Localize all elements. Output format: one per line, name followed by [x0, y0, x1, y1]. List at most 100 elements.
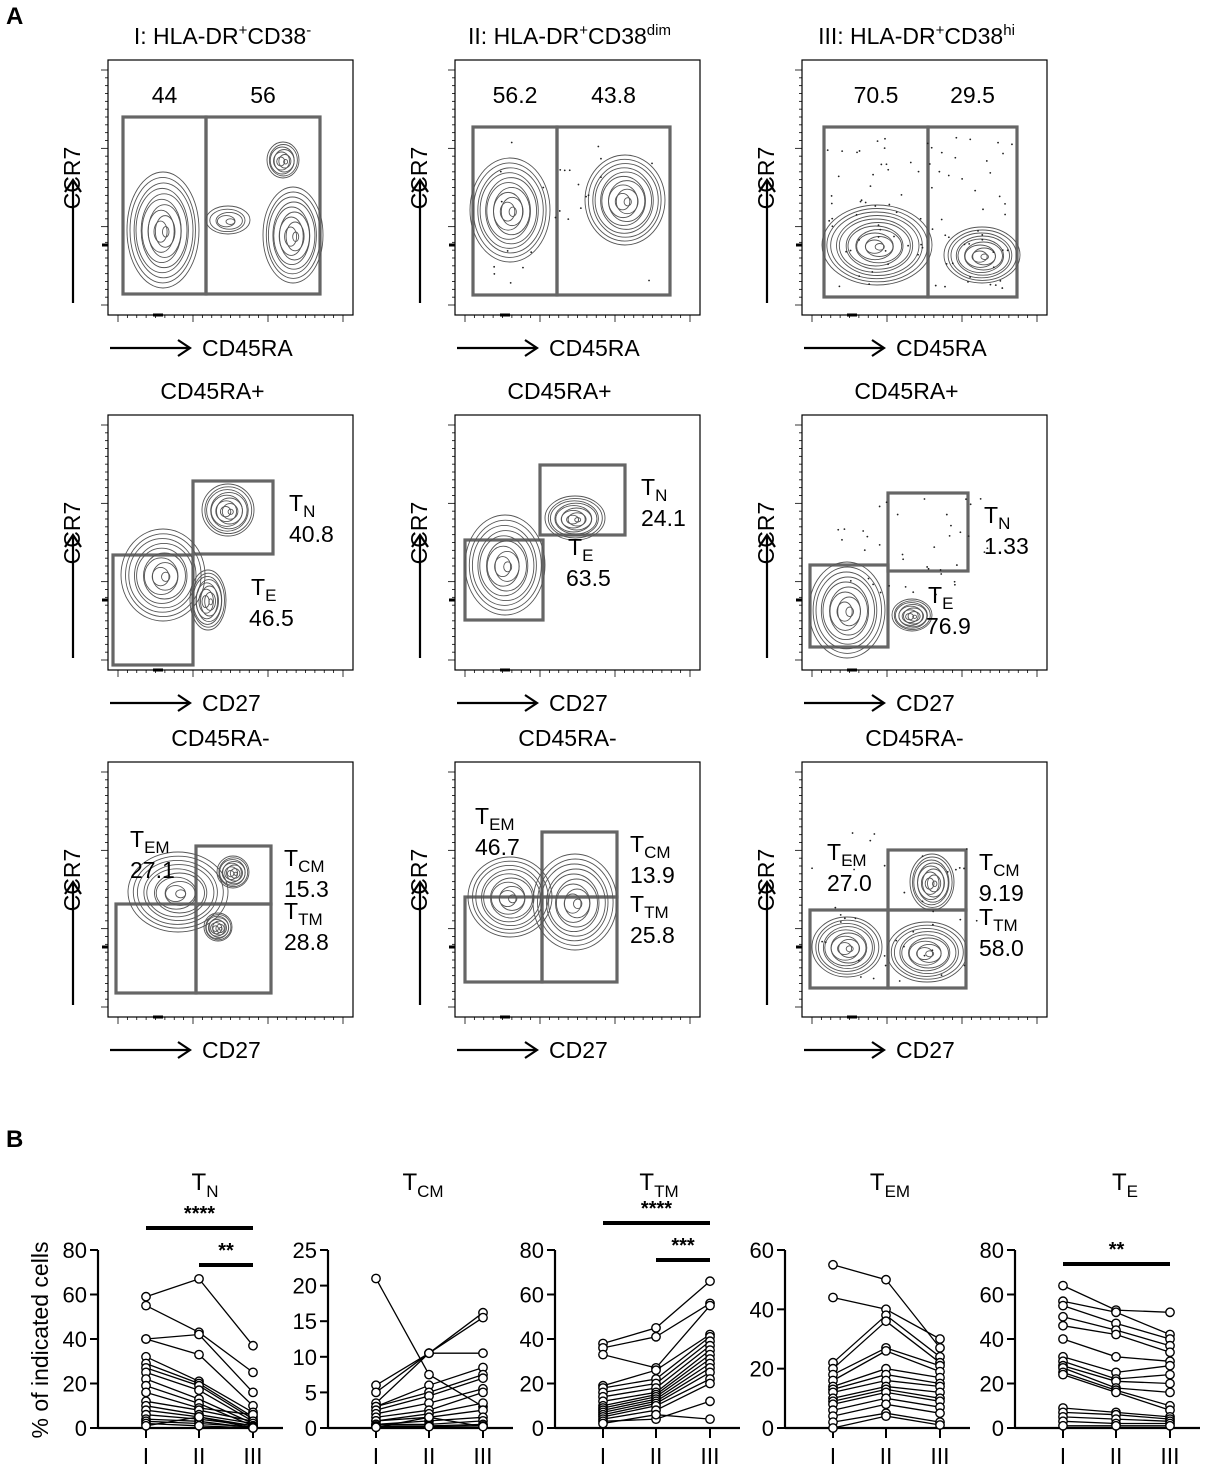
data-point	[1058, 1311, 1068, 1322]
contour-population-ring	[584, 154, 666, 246]
event-dots-dot	[874, 205, 877, 207]
data-point	[1165, 1378, 1175, 1389]
x-axis-arrow-head	[524, 1041, 539, 1059]
y-axis-ticks	[448, 771, 455, 1008]
event-dots-dot	[1011, 143, 1013, 146]
y-axis-ticks	[448, 424, 455, 661]
event-dots-dot	[879, 591, 882, 594]
y-tick-label: 60	[750, 1238, 774, 1263]
chart-title: TEM	[870, 1169, 910, 1201]
gate-value-tem: 27.1	[130, 857, 175, 883]
event-dots-dot	[559, 168, 562, 171]
event-dots-dot	[530, 251, 533, 254]
contour-population-ring	[820, 576, 875, 645]
contour-population-ring	[267, 196, 317, 275]
data-point	[935, 1343, 945, 1353]
data-point	[194, 1274, 204, 1284]
contour-population-ring	[555, 505, 593, 533]
event-dots-dot	[921, 855, 924, 858]
contour-population-ring	[221, 862, 242, 883]
event-dots-dot	[959, 531, 962, 534]
y-axis-label: CCR7	[753, 147, 779, 210]
column-title: III: HLA-DR+CD38hi	[818, 22, 1015, 49]
row-title: CD45RA+	[160, 378, 264, 404]
y-tick-label: 25	[293, 1238, 317, 1263]
event-dots-dot	[902, 558, 905, 561]
gate-value-te: 63.5	[566, 565, 611, 591]
event-dots-dot	[903, 891, 906, 894]
contour-population-ring	[856, 232, 894, 261]
gate-label-tn: TN	[984, 502, 1010, 533]
contour-population	[266, 141, 300, 179]
contour-population-ring	[836, 215, 920, 276]
contour-population-ring	[829, 586, 868, 636]
contour-population-ring	[909, 853, 955, 911]
event-dots-dot	[953, 580, 956, 583]
contour-population-ring	[812, 566, 882, 654]
contour-population-ring	[508, 894, 518, 904]
contour-population-ring	[225, 218, 236, 225]
event-dots-dot	[510, 141, 513, 144]
event-dots-dot	[931, 923, 934, 926]
contour-population-ring	[477, 530, 535, 602]
contour-population-ring	[191, 572, 225, 628]
data-series-group	[1058, 1280, 1175, 1431]
contour-population-ring	[493, 187, 531, 236]
x-axis-ticks	[464, 668, 691, 677]
gate-value-left: 56.2	[493, 82, 538, 108]
contour-population-ring	[215, 500, 238, 523]
contour-population	[467, 856, 553, 938]
row-title: CD45RA+	[854, 378, 958, 404]
contour-population-ring	[908, 937, 949, 969]
contour-population-ring	[623, 197, 632, 207]
contour-population-ring	[472, 860, 549, 934]
event-dots-dot	[920, 243, 923, 246]
y-tick-label: 0	[762, 1416, 774, 1441]
event-dots-dot	[879, 228, 882, 231]
y-tick-label: 80	[520, 1238, 544, 1263]
data-point	[705, 1396, 715, 1407]
contour-population-ring	[600, 171, 652, 230]
contour-population-ring	[874, 243, 885, 251]
event-dots-dot	[944, 285, 946, 288]
contour-population-ring	[544, 495, 606, 541]
x-axis-label: CD45RA	[549, 335, 640, 361]
event-dots-dot	[867, 577, 870, 580]
y-axis-arrow-head	[64, 533, 82, 548]
data-series-group	[828, 1259, 945, 1433]
contour-population-ring	[210, 494, 243, 527]
gate-value-tem: 46.7	[475, 834, 520, 860]
y-axis-label: CCR7	[59, 849, 85, 912]
data-point	[1058, 1320, 1068, 1331]
event-dots	[493, 141, 653, 284]
contour-population-ring	[206, 489, 249, 532]
data-point	[194, 1329, 204, 1340]
event-dots-dot	[975, 919, 978, 922]
event-dots-dot	[885, 163, 888, 166]
contour-population-ring	[175, 889, 187, 899]
data-point	[478, 1421, 488, 1432]
event-dots-dot	[945, 262, 948, 265]
y-tick-label: 0	[305, 1416, 317, 1441]
contour-population-ring	[265, 191, 321, 279]
y-axis-ticks	[795, 424, 802, 661]
plot-frame	[107, 59, 354, 316]
event-dots-dot	[959, 918, 962, 921]
x-axis-arrow-head	[524, 694, 539, 712]
contour-population-ring	[548, 873, 600, 933]
event-dots-dot	[841, 150, 844, 153]
event-dots-dot	[873, 833, 876, 835]
x-axis-arrow-head	[871, 339, 886, 357]
event-dots-dot	[600, 157, 602, 160]
event-dots-dot	[967, 535, 970, 538]
event-dots-dot	[955, 136, 958, 139]
contour-population-ring	[932, 880, 938, 888]
event-dots-dot	[826, 149, 829, 152]
event-dots-dot	[872, 977, 875, 980]
flow-plots: I: HLA-DR+CD38- CCR7 CD45RA 44 56 II: HLA-DR+…	[59, 22, 1048, 1063]
event-dots-dot	[939, 569, 942, 571]
contour-population-ring	[272, 201, 316, 270]
contour-population	[464, 514, 546, 616]
